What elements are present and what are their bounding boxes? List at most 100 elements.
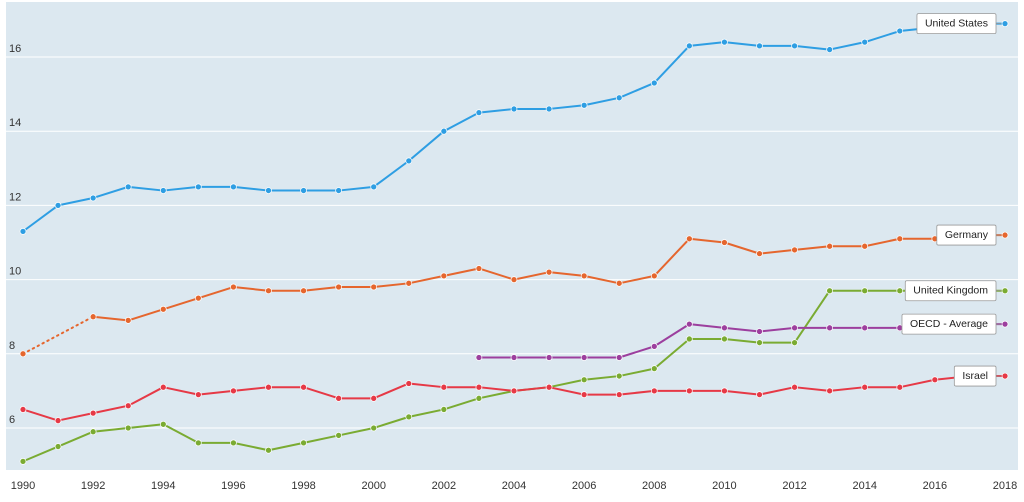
data-point: [510, 354, 518, 361]
series-segment: [793, 386, 831, 392]
data-point: [826, 242, 833, 250]
data-point: [650, 272, 658, 280]
series-segment: [477, 267, 515, 281]
data-point: [826, 287, 833, 295]
data-point: [54, 417, 62, 424]
data-point: [650, 387, 658, 395]
series-label: United States: [925, 18, 988, 30]
series-layer: [19, 20, 1009, 465]
data-point: [1001, 231, 1009, 239]
data-point: [89, 428, 97, 436]
data-point: [300, 287, 307, 295]
data-point: [19, 458, 27, 465]
x-tick-label: 2002: [432, 480, 456, 492]
x-tick-label: 2018: [993, 480, 1017, 492]
series-segment: [618, 345, 656, 359]
series-segment: [653, 237, 691, 277]
data-point: [861, 287, 869, 295]
data-point: [159, 383, 167, 391]
data-point: [159, 420, 167, 428]
data-point: [440, 272, 448, 280]
series-segment: [653, 323, 691, 348]
series-label-oecd-average: OECD - Average: [901, 313, 1001, 335]
series-segment: [57, 196, 95, 207]
plot-area: [6, 2, 1018, 470]
series-segment: [723, 41, 761, 47]
y-tick-label: 12: [9, 191, 21, 203]
data-point: [580, 272, 588, 280]
data-point: [896, 235, 904, 243]
data-point: [124, 317, 132, 324]
y-axis-ticks: 6 8 10 12 14 16: [9, 43, 21, 426]
series-segment: [758, 248, 796, 255]
data-point: [756, 391, 763, 398]
data-point: [300, 187, 307, 194]
series-segment: [57, 430, 95, 448]
series-segment: [548, 104, 586, 110]
data-point: [475, 394, 483, 402]
series-segment: [407, 274, 445, 285]
data-point: [686, 42, 693, 50]
data-point: [756, 328, 763, 335]
series-segment: [688, 237, 726, 244]
data-point: [545, 383, 553, 391]
data-point: [721, 324, 728, 332]
series-segment: [92, 404, 130, 415]
series-segment: [127, 386, 165, 407]
series-segment: [372, 159, 410, 188]
y-tick-label: 14: [9, 117, 21, 129]
series-segment: [232, 286, 270, 292]
series-segment: [162, 423, 200, 444]
x-tick-label: 2006: [572, 480, 596, 492]
x-tick-label: 1992: [81, 480, 105, 492]
series-segment: [442, 397, 480, 411]
series-segment: [548, 378, 586, 389]
data-point: [300, 439, 307, 447]
data-point: [686, 335, 693, 343]
data-point: [580, 101, 588, 109]
data-point: [440, 383, 448, 391]
series-segment: [22, 204, 60, 233]
series-segment: [22, 315, 95, 355]
series-segment: [232, 386, 270, 392]
data-point: [545, 268, 553, 276]
data-point: [265, 446, 272, 454]
data-point: [861, 38, 869, 46]
series-segment: [758, 386, 796, 396]
series-segment: [92, 185, 130, 199]
data-point: [721, 38, 728, 46]
y-tick-label: 8: [9, 340, 15, 352]
series-segment: [548, 271, 586, 277]
data-point: [861, 242, 869, 250]
data-point: [265, 287, 272, 295]
series-label-israel: Israel: [953, 365, 1001, 387]
series-segment: [197, 286, 235, 300]
data-point: [756, 42, 763, 50]
data-point: [89, 194, 97, 202]
y-tick-label: 10: [9, 266, 21, 278]
data-point: [896, 27, 904, 35]
series-label: Germany: [945, 229, 989, 241]
data-point: [19, 228, 27, 235]
series-label: OECD - Average: [910, 318, 988, 330]
series-label: United Kingdom: [913, 285, 988, 297]
data-point: [580, 354, 588, 361]
data-point: [475, 383, 483, 391]
series-segment: [898, 378, 936, 389]
data-point: [124, 183, 132, 191]
series-segment: [162, 297, 200, 311]
series-segment: [127, 185, 165, 192]
data-point: [826, 387, 833, 395]
series-segment: [723, 337, 761, 344]
data-point: [1001, 20, 1009, 27]
series-segment: [127, 308, 165, 322]
data-point: [230, 439, 237, 447]
series-segment: [92, 315, 130, 322]
series-segment: [197, 389, 235, 396]
x-tick-label: 2014: [852, 480, 876, 492]
data-point: [230, 283, 237, 291]
data-point: [19, 406, 27, 413]
series-label: Israel: [962, 370, 988, 382]
